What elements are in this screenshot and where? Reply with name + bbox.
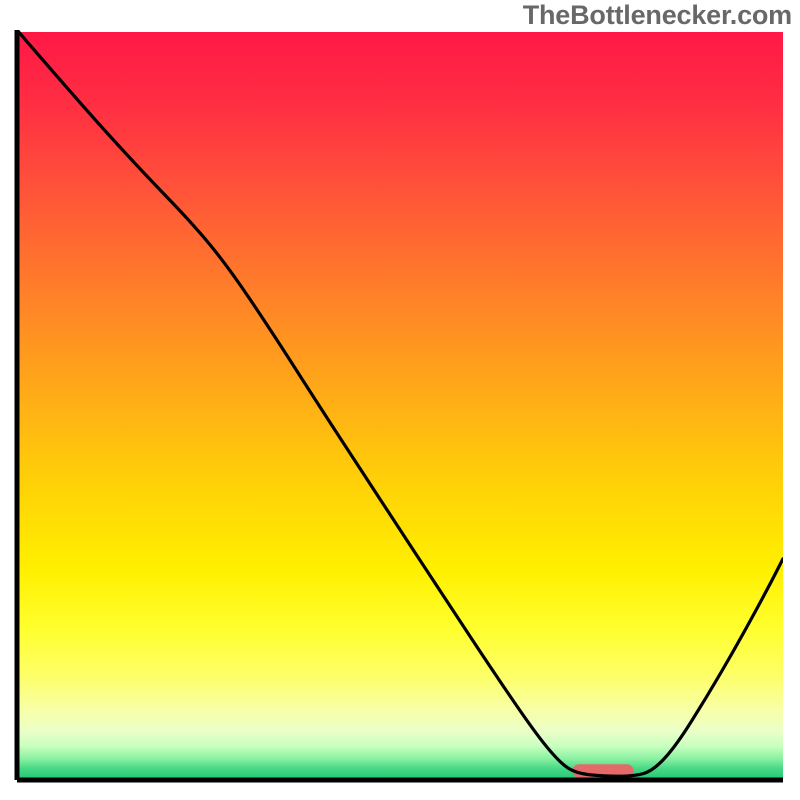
gradient-background [17, 32, 783, 780]
chart-container: TheBottlenecker.com [0, 0, 800, 800]
watermark-text: TheBottlenecker.com [523, 0, 792, 31]
bottleneck-chart [0, 0, 800, 800]
